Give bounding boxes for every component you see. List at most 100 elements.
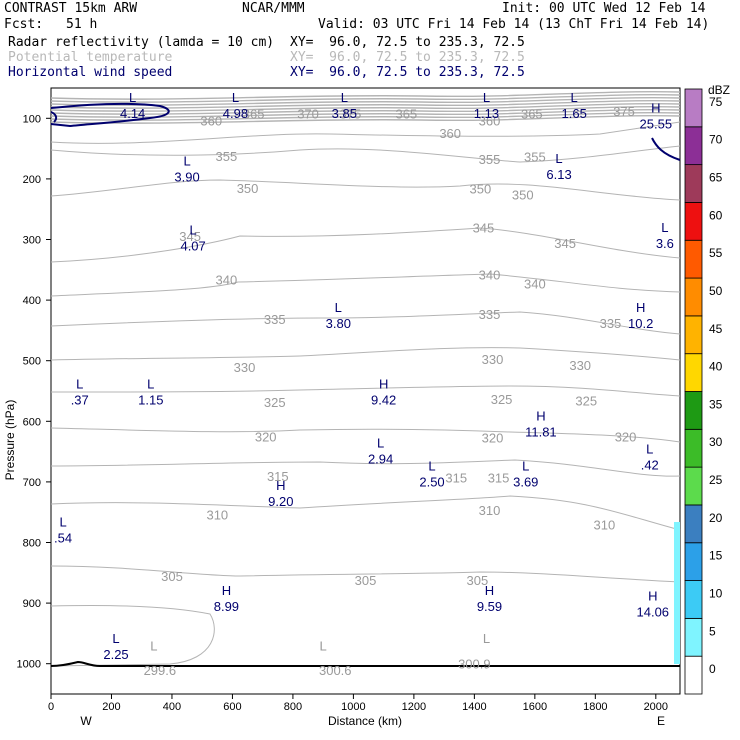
x-tick-label: 1000 [341,701,365,713]
theta-contour-line [50,273,681,297]
wind-extremum-value: 3.90 [174,169,199,184]
colorbar-level-label: 35 [709,397,723,411]
colorbar-level-label: 45 [709,322,723,336]
theta-label: 340 [524,277,546,292]
terrain-surface [50,660,680,667]
field-potential-temperature: Potential temperature [8,50,173,65]
theta-contour-line [50,604,215,667]
colorbar-swatch [684,277,703,317]
theta-label: 360 [439,126,461,141]
colorbar-swatch [684,126,703,166]
wind-extremum-value: 25.55 [640,117,673,132]
colorbar-swatch [684,580,703,619]
theta-label: 340 [216,272,238,287]
x-tick-label: 400 [163,701,181,713]
theta-label: 330 [234,360,256,375]
x-tick-label: 1800 [583,701,607,713]
theta-contour-line [50,347,681,361]
wind-extremum-mark: L [190,222,197,237]
organization: NCAR/MMM [242,1,305,16]
wind-extremum-value: 3.80 [326,316,351,331]
theta-label: 315 [267,469,289,484]
colorbar-swatch [684,655,703,695]
wind-extremum-mark: L [335,300,342,315]
axes: 0 200 400 600 800 1000 1200 1400 1600 1800 2000 100… [17,113,669,713]
theta-contour-line [50,427,681,443]
y-tick-label: 400 [23,295,41,307]
theta-upper-contour [50,111,681,121]
colorbar-swatch [684,617,703,657]
theta-contour-line [50,179,681,201]
theta-label: 345 [179,229,201,244]
east-label: E [657,714,665,728]
colorbar-level-label: 40 [709,360,723,374]
x-tick-label: 2000 [644,701,668,713]
wind-extremum-mark: L [341,90,348,105]
colorbar-level-label: 50 [709,284,723,298]
theta-label: 340 [479,268,501,283]
wind-extremum-value: 2.50 [419,475,444,490]
theta-label: 320 [615,429,637,444]
theta-label: 330 [569,358,591,373]
theta-label: 320 [482,431,504,446]
theta-contour-line [50,385,681,397]
theta-labels: 360 365 370 375 365 360 360 365 375 355 355 355 350 3… [144,104,637,678]
colorbar-swatch [684,504,703,544]
wind-extremum-mark: L [183,153,190,168]
colorbar-swatch [684,542,703,581]
y-tick-label: 200 [23,174,41,186]
wind-extremum-value: 2.94 [368,452,393,467]
reflectivity-column [674,522,680,664]
theta-label: 330 [482,352,504,367]
theta-label: 300.6 [319,663,352,678]
theta-label: 350 [237,181,259,196]
init-time: Init: 00 UTC Wed 12 Feb 14 [502,1,706,16]
wind-contour-line [50,102,170,128]
y-tick-label: 300 [23,235,41,247]
colorbar-level-label: 65 [709,171,723,185]
theta-label: 355 [479,152,501,167]
wind-contours [50,102,681,161]
colorbar-level-label: 75 [709,95,723,109]
wind-extremum-value: 4.98 [223,106,248,121]
theta-label: 300.9 [458,657,491,672]
forecast-hours: 51 h [66,17,98,32]
wind-extremum-mark: H [485,583,494,598]
colorbar-level-label: 0 [709,662,716,676]
y-tick-label: 700 [23,477,41,489]
colorbar-level-label: 5 [709,624,716,638]
colorbar-unit: dBZ [708,83,730,97]
wind-extremum-value: 1.15 [138,392,163,407]
wind-extremum-value: .54 [54,530,72,545]
wind-extremum-mark: L [428,459,435,474]
theta-label: 350 [512,188,534,203]
colorbar-level-label: 60 [709,208,723,222]
wind-extremum-value: 10.2 [628,316,653,331]
wind-extremum-mark: L [59,514,66,529]
colorbar-level-label: 55 [709,246,723,260]
wind-extremum-value: 3.6 [656,236,674,251]
wind-extremum-mark: H [379,376,388,391]
wind-extremum-mark: H [276,478,285,493]
field-wind-speed: Horizontal wind speed [8,65,173,80]
xy-wind-speed: XY= 96.0, 72.5 to 235.3, 72.5 [290,65,525,80]
plot-frame [50,87,681,695]
wind-extremum-mark: H [648,588,657,603]
theta-label: 325 [264,395,286,410]
theta-label: 310 [479,503,501,518]
wind-extremum-value: 3.69 [513,475,538,490]
colorbar-swatch [684,315,703,355]
xy-potential-temperature: XY= 96.0, 72.5 to 235.3, 72.5 [290,50,525,65]
colorbar-level-label: 70 [709,133,723,147]
wind-extremum-mark: L [555,151,562,166]
y-tick-label: 100 [23,113,41,125]
theta-contour-line [50,121,681,144]
upper-theta-band [50,90,681,124]
theta-label: 355 [524,149,546,164]
colorbar-swatch [684,466,703,506]
wind-contour-line [651,137,681,161]
wind-extremum-value: 9.59 [477,599,502,614]
theta-upper-contour [50,114,681,124]
